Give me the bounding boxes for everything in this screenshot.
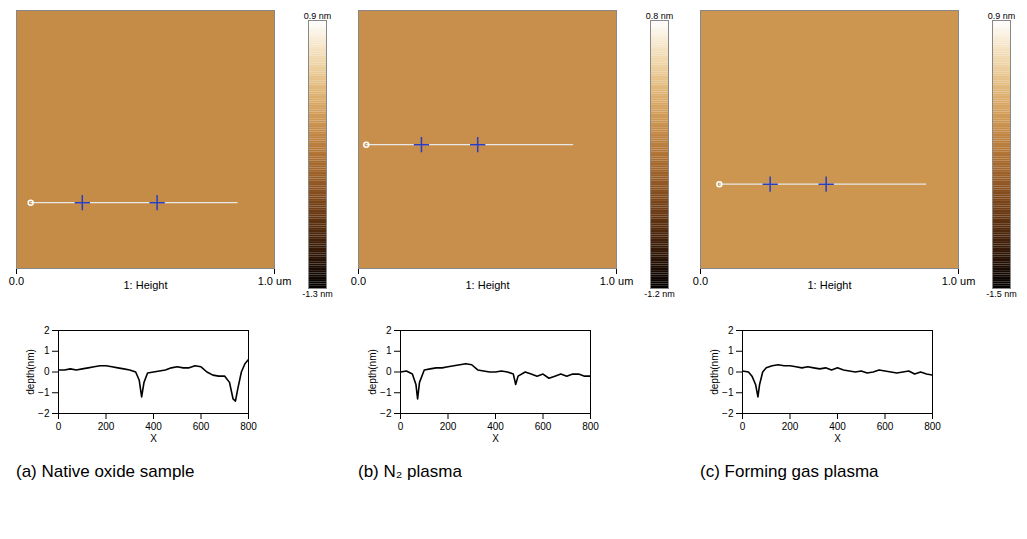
- svg-text:0: 0: [386, 366, 392, 377]
- svg-text:depth(nm): depth(nm): [25, 349, 36, 395]
- html-text:(b) N₂ plasma: (b) N₂ plasma: [358, 462, 462, 481]
- svg-text:1: 1: [728, 345, 734, 356]
- html-text:(c) Forming gas plasma: (c) Forming gas plasma: [700, 462, 879, 481]
- svg-text:0.0: 0.0: [351, 275, 366, 287]
- svg-text:−2: −2: [722, 408, 734, 419]
- svg-text:−1: −1: [722, 387, 734, 398]
- svg-text:0: 0: [728, 366, 734, 377]
- svg-text:0.0: 0.0: [693, 275, 708, 287]
- svg-text:−1: −1: [38, 387, 50, 398]
- svg-text:800: 800: [924, 421, 941, 432]
- svg-text:800: 800: [240, 421, 257, 432]
- svg-text:600: 600: [877, 421, 894, 432]
- svg-text:200: 200: [440, 421, 457, 432]
- svg-text:800: 800: [582, 421, 599, 432]
- svg-text:-1.2 nm: -1.2 nm: [644, 289, 675, 299]
- svg-text:depth(nm): depth(nm): [709, 349, 720, 395]
- svg-text:200: 200: [98, 421, 115, 432]
- svg-text:400: 400: [487, 421, 504, 432]
- svg-text:0.0: 0.0: [9, 275, 24, 287]
- svg-text:0.9 nm: 0.9 nm: [304, 11, 332, 21]
- svg-text:−1: −1: [380, 387, 392, 398]
- svg-text:200: 200: [782, 421, 799, 432]
- svg-text:1: Height: 1: Height: [807, 279, 851, 291]
- svg-text:2: 2: [728, 325, 734, 336]
- svg-text:2: 2: [386, 325, 392, 336]
- svg-text:1.0 um: 1.0 um: [600, 275, 634, 287]
- svg-text:X: X: [150, 433, 157, 444]
- svg-text:0.9 nm: 0.9 nm: [988, 11, 1016, 21]
- html-text:(a) Native oxide sample: (a) Native oxide sample: [16, 462, 195, 481]
- svg-text:0: 0: [398, 421, 404, 432]
- svg-text:X: X: [834, 433, 841, 444]
- svg-text:2: 2: [44, 325, 50, 336]
- svg-text:−2: −2: [38, 408, 50, 419]
- svg-text:1: Height: 1: Height: [465, 279, 509, 291]
- svg-text:600: 600: [535, 421, 552, 432]
- svg-text:0: 0: [56, 421, 62, 432]
- svg-text:X: X: [492, 433, 499, 444]
- svg-text:-1.5 nm: -1.5 nm: [986, 289, 1017, 299]
- svg-text:depth(nm): depth(nm): [367, 349, 378, 395]
- svg-text:1: 1: [386, 345, 392, 356]
- svg-text:1: Height: 1: Height: [123, 279, 167, 291]
- svg-text:0.8 nm: 0.8 nm: [646, 11, 674, 21]
- svg-text:600: 600: [193, 421, 210, 432]
- svg-text:0: 0: [44, 366, 50, 377]
- svg-text:1.0 um: 1.0 um: [942, 275, 976, 287]
- svg-text:1.0 um: 1.0 um: [258, 275, 292, 287]
- svg-text:1: 1: [44, 345, 50, 356]
- svg-text:−2: −2: [380, 408, 392, 419]
- svg-text:400: 400: [829, 421, 846, 432]
- svg-text:0: 0: [740, 421, 746, 432]
- svg-text:400: 400: [145, 421, 162, 432]
- svg-text:-1.3 nm: -1.3 nm: [302, 289, 333, 299]
